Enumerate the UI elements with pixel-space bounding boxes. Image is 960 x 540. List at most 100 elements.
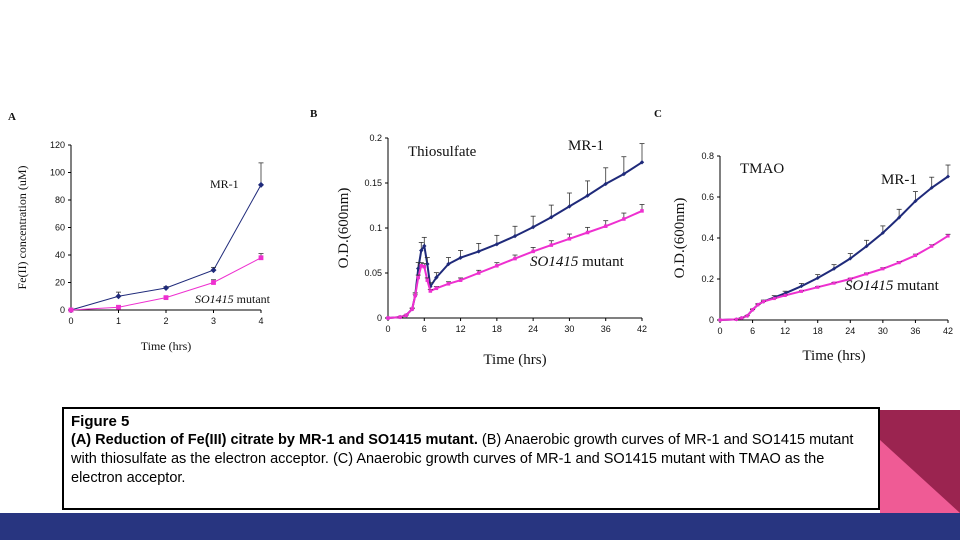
x-tick-label: 1 <box>116 316 121 326</box>
data-point-mr1 <box>639 160 645 165</box>
data-point-mr1 <box>210 267 217 274</box>
data-point-mutant <box>419 264 424 268</box>
y-axis-label: O.D.(600nm) <box>336 188 352 269</box>
panel-a: A 0 1 2 3 4 0 20 40 60 80 100 120 Time (hrs) Fe(II) c… <box>0 108 290 363</box>
data-point-mutant <box>68 307 74 313</box>
series-label-mr1: MR-1 <box>210 177 239 191</box>
x-tick-label: 6 <box>750 326 755 336</box>
data-point-mr1 <box>567 204 572 209</box>
data-point-mutant <box>603 224 608 228</box>
data-point-mutant <box>531 249 535 254</box>
x-tick-label: 18 <box>492 324 502 334</box>
data-point-mutant <box>930 244 934 248</box>
figure-caption: Figure 5 (A) Reduction of Fe(III) citrat… <box>62 407 880 510</box>
y-tick-label: 0 <box>60 305 65 315</box>
panel-c: C 0 6 12 18 24 30 36 42 0 0.2 0.4 0.6 0.8 Time (hrs) O… <box>645 106 955 376</box>
data-point-mutant <box>428 289 433 293</box>
data-point-mutant <box>211 280 216 285</box>
data-point-mr1 <box>458 255 463 260</box>
x-tick-label: 3 <box>211 316 216 326</box>
x-tick-label: 36 <box>601 324 611 334</box>
y-tick-label: 0.2 <box>701 274 714 284</box>
series-label-italic: SO1415 <box>195 292 237 306</box>
x-tick-label: 42 <box>943 326 953 336</box>
series-label-rest: mutant <box>582 254 624 270</box>
series-label-mutant: SO1415 mutant <box>195 292 271 306</box>
y-tick-label: 0 <box>377 313 382 323</box>
x-tick-label: 24 <box>528 324 538 334</box>
data-point-mr1 <box>425 261 430 267</box>
x-tick-label: 12 <box>456 324 466 334</box>
chart-title: Thiosulfate <box>408 144 477 160</box>
data-point-mutant <box>761 299 766 304</box>
panel-a-letter: A <box>8 111 16 123</box>
data-point-mr1 <box>494 242 500 247</box>
chart-title: TMAO <box>740 161 784 177</box>
data-point-mutant <box>413 293 417 298</box>
data-point-mutant <box>386 316 390 320</box>
y-tick-label: 0.8 <box>701 151 714 161</box>
x-tick-label: 36 <box>910 326 920 336</box>
series-label-mr1: MR-1 <box>568 138 604 154</box>
data-point-mr1 <box>913 199 918 204</box>
data-point-mutant <box>404 313 408 318</box>
chart-b: 0 6 12 18 24 30 36 42 0 0.05 0.1 0.15 0.2 Time (hrs) O… <box>336 133 647 368</box>
x-tick-label: 12 <box>780 326 790 336</box>
data-point-mutant <box>783 293 787 297</box>
data-point-mutant <box>434 286 439 291</box>
x-tick-label: 4 <box>258 316 263 326</box>
data-point-mutant <box>864 272 869 276</box>
y-tick-label: 0.2 <box>369 133 382 143</box>
series-label-mutant: SO1415 mutant <box>530 254 625 270</box>
x-axis-label: Time (hrs) <box>483 352 546 368</box>
data-point-mutant <box>772 296 776 301</box>
data-point-mr1 <box>946 174 950 179</box>
data-point-mr1 <box>815 275 820 280</box>
data-point-mr1 <box>880 230 885 235</box>
series-label-rest: mutant <box>897 278 939 294</box>
data-point-mr1 <box>864 244 869 249</box>
data-point-mr1 <box>163 285 169 291</box>
data-point-mutant <box>897 261 901 265</box>
x-tick-label: 24 <box>845 326 855 336</box>
x-axis-label: Time (hrs) <box>141 339 192 353</box>
data-point-mutant <box>495 264 499 268</box>
series-line-mr1 <box>387 161 643 319</box>
series-line-mr1 <box>719 175 949 321</box>
corner-decoration <box>880 410 960 513</box>
y-tick-label: 100 <box>50 168 65 178</box>
data-point-mutant <box>913 253 918 258</box>
data-point-mr1 <box>799 284 804 289</box>
data-point-mr1 <box>446 261 451 267</box>
data-point-mutant <box>718 318 722 322</box>
data-point-mutant <box>398 315 402 319</box>
data-point-mr1 <box>258 181 264 188</box>
y-axis-label: O.D.(600nm) <box>672 198 688 279</box>
data-point-mutant <box>640 209 644 213</box>
data-point-mr1 <box>512 233 518 239</box>
x-tick-label: 2 <box>163 316 168 326</box>
y-tick-label: 0.4 <box>701 233 714 243</box>
data-point-mutant <box>734 317 738 321</box>
data-point-mutant <box>585 230 590 235</box>
x-tick-label: 0 <box>385 324 390 334</box>
panel-b: B 0 6 12 18 24 30 36 42 0 0.05 0.1 0.15 0.2 Time (hrs… <box>300 106 655 376</box>
caption-text: (A) Reduction of Fe(III) citrate by MR-1… <box>71 431 871 488</box>
data-point-mutant <box>881 267 885 271</box>
data-point-mutant <box>567 237 572 241</box>
x-tick-label: 42 <box>637 324 647 334</box>
data-point-mutant <box>163 295 169 301</box>
data-point-mutant <box>458 278 463 282</box>
data-point-mr1 <box>476 249 481 254</box>
y-tick-label: 0.05 <box>364 268 382 278</box>
data-point-mr1 <box>585 193 590 198</box>
data-point-mutant <box>832 281 836 285</box>
y-tick-label: 40 <box>55 250 65 260</box>
data-point-mutant <box>745 314 749 318</box>
data-point-mr1 <box>929 185 934 190</box>
data-point-mutant <box>756 303 760 307</box>
data-point-mutant <box>799 289 804 293</box>
data-point-mutant <box>425 278 430 282</box>
series-label-mr1: MR-1 <box>881 172 917 188</box>
